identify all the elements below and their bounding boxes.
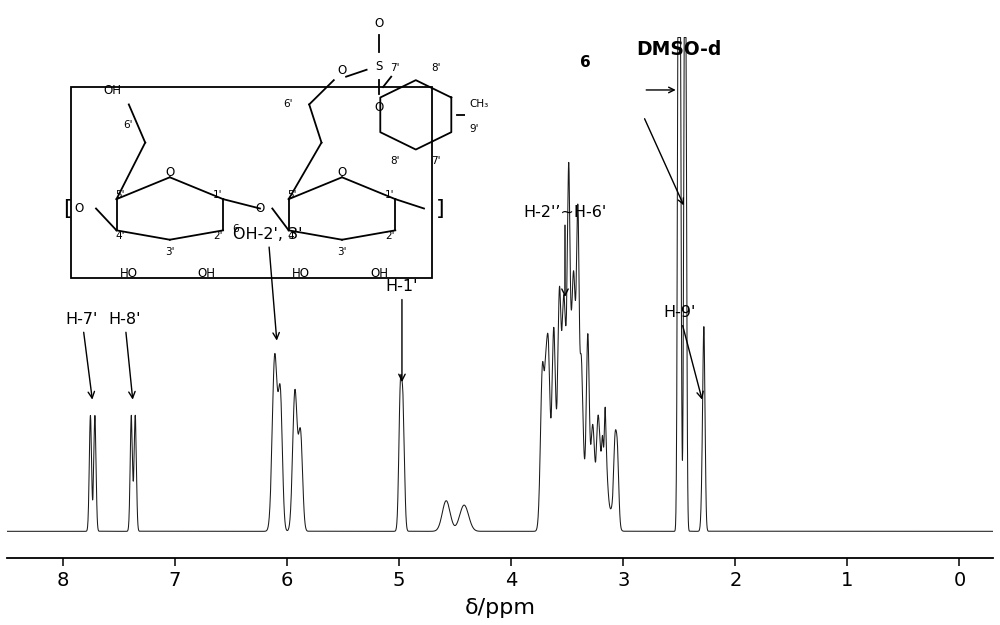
Text: 5': 5': [287, 189, 297, 199]
Text: 6: 6: [232, 224, 239, 234]
Text: OH: OH: [198, 268, 216, 281]
Text: H-7': H-7': [66, 312, 98, 398]
X-axis label: δ/ppm: δ/ppm: [464, 598, 536, 618]
Bar: [71, 87, 432, 278]
Text: H-8': H-8': [108, 312, 141, 398]
Text: 4': 4': [115, 231, 125, 241]
Text: 3': 3': [165, 247, 175, 257]
Text: O: O: [74, 202, 84, 215]
Text: [: [: [63, 199, 72, 219]
Text: 7': 7': [432, 156, 441, 166]
Text: DMSO-d: DMSO-d: [637, 41, 722, 59]
Text: O: O: [165, 166, 174, 179]
Text: 4': 4': [287, 231, 297, 241]
Text: 2': 2': [213, 231, 222, 241]
Text: 9': 9': [469, 124, 479, 134]
Text: 2': 2': [385, 231, 395, 241]
Text: 6': 6': [123, 120, 133, 130]
Text: O: O: [374, 101, 384, 114]
Text: 6: 6: [580, 55, 591, 70]
Text: OH-2', 3': OH-2', 3': [233, 226, 303, 339]
Text: 1': 1': [385, 189, 395, 199]
Text: 7': 7': [391, 63, 400, 73]
Text: 5': 5': [115, 189, 125, 199]
Text: CH₃: CH₃: [469, 99, 488, 109]
Text: HO: HO: [292, 268, 310, 281]
Text: 1': 1': [213, 189, 222, 199]
Text: O: O: [337, 64, 347, 77]
Text: H-9': H-9': [663, 305, 703, 398]
Text: O: O: [337, 166, 347, 179]
Text: O: O: [255, 202, 265, 215]
Text: HO: HO: [120, 268, 138, 281]
Text: 8': 8': [391, 156, 400, 166]
Text: 6': 6': [283, 99, 293, 109]
Text: H-2'’~H-6': H-2'’~H-6': [523, 205, 607, 296]
Text: 8': 8': [432, 63, 441, 73]
Text: OH: OH: [370, 268, 388, 281]
Text: S: S: [375, 60, 383, 72]
Text: O: O: [374, 17, 384, 30]
Text: H-1': H-1': [386, 279, 418, 381]
Text: OH: OH: [103, 84, 121, 98]
Text: ]: ]: [436, 199, 445, 219]
Text: 3': 3': [337, 247, 347, 257]
